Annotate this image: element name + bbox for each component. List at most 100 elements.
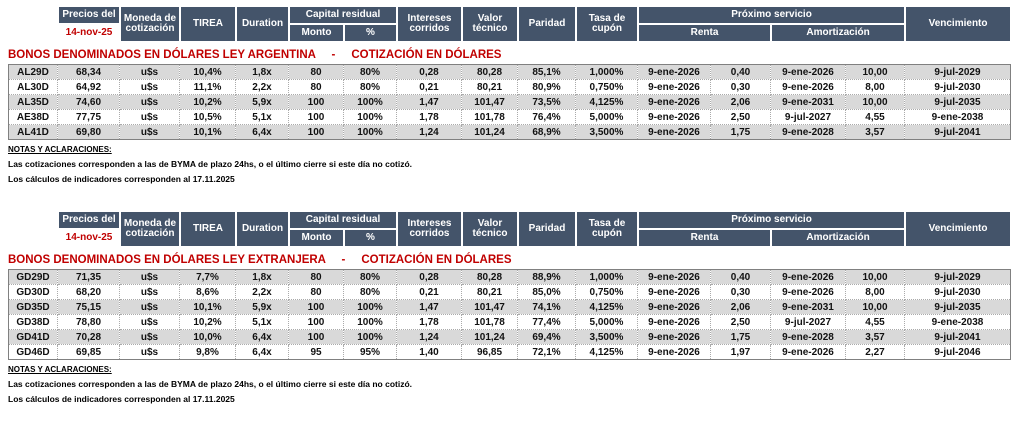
bond-ticker: GD30D — [8, 284, 58, 300]
table-cell: 9-jul-2030 — [904, 284, 1011, 300]
table-cell: 5,000% — [575, 109, 638, 125]
table-row: AL41D 69,80 u$s 10,1% 6,4x 100 100% 1,24 101,24 6… — [8, 124, 1011, 140]
table-cell: 101,78 — [461, 109, 518, 125]
table-cell: 3,500% — [575, 124, 638, 140]
section-ley-extranjera: Precios del Moneda de cotización TIREA D… — [8, 210, 1024, 404]
table-row: AL35D 74,60 u$s 10,2% 5,9x 100 100% 1,47 101,47 7… — [8, 94, 1011, 110]
table-cell: 1,000% — [575, 64, 638, 80]
table-cell: 9-ene-2026 — [770, 284, 846, 300]
table-cell: u$s — [119, 284, 180, 300]
note-line-1: Las cotizaciones corresponden a las de B… — [8, 159, 413, 169]
table-row: GD38D 78,80 u$s 10,2% 5,1x 100 100% 1,78 101,78 7… — [8, 314, 1011, 330]
col-header-tasa-cupon: Tasa de cupón — [575, 210, 639, 248]
table-row: GD41D 70,28 u$s 10,0% 6,4x 100 100% 1,24 101,24 6… — [8, 329, 1011, 345]
section-title-extranjera: BONOS DENOMINADOS EN DÓLARES LEY EXTRANJ… — [8, 254, 512, 266]
table-cell: 1,78 — [396, 314, 462, 330]
table-cell: 9-ene-2031 — [770, 94, 846, 110]
table-cell: 101,78 — [461, 314, 518, 330]
table-cell: 80% — [343, 269, 397, 285]
col-header-intereses: Intereses corridos — [396, 210, 463, 248]
table-cell: 100% — [343, 124, 397, 140]
col-header-renta: Renta — [637, 228, 772, 248]
table-cell: 5,1x — [235, 109, 289, 125]
table-cell: 76,4% — [517, 109, 576, 125]
table-cell: 80,9% — [517, 79, 576, 95]
note-line-2: Los cálculos de indicadores corresponden… — [8, 394, 235, 404]
table-cell: 8,6% — [179, 284, 236, 300]
col-header-intereses: Intereses corridos — [396, 5, 463, 43]
table-cell: 1,75 — [710, 124, 771, 140]
table-cell: 80 — [288, 64, 344, 80]
table-cell: 101,47 — [461, 94, 518, 110]
table-cell: 1,8x — [235, 269, 289, 285]
table-cell: u$s — [119, 329, 180, 345]
note-line-1: Las cotizaciones corresponden a las de B… — [8, 379, 413, 389]
table-cell: 9-ene-2026 — [637, 64, 711, 80]
table-cell: 95% — [343, 344, 397, 360]
table-cell: 3,57 — [845, 329, 905, 345]
note-line-2: Los cálculos de indicadores corresponden… — [8, 174, 235, 184]
table-cell: 80,21 — [461, 284, 518, 300]
col-header-tirea: TIREA — [179, 210, 237, 248]
table-cell: 70,28 — [57, 329, 120, 345]
table-cell: 100% — [343, 299, 397, 315]
table-cell: 95 — [288, 344, 344, 360]
table-cell: 2,2x — [235, 284, 289, 300]
table-cell: 9-ene-2038 — [904, 109, 1011, 125]
table-cell: 101,24 — [461, 329, 518, 345]
price-date-cell: 14-nov-25 — [57, 23, 121, 43]
table-cell: 9-ene-2028 — [770, 329, 846, 345]
table-cell: u$s — [119, 64, 180, 80]
col-header-paridad: Paridad — [517, 5, 577, 43]
table-cell: 9-ene-2026 — [770, 344, 846, 360]
table-cell: 6,4x — [235, 329, 289, 345]
table-cell: 10,00 — [845, 299, 905, 315]
table-cell: 4,125% — [575, 344, 638, 360]
column-header-table-argentina: Precios del Moneda de cotización TIREA D… — [57, 5, 1013, 43]
table-cell: 5,9x — [235, 299, 289, 315]
col-header-moneda: Moneda de cotización — [119, 210, 181, 248]
table-cell: 10,4% — [179, 64, 236, 80]
table-cell: 9-ene-2026 — [637, 124, 711, 140]
table-cell: 6,4x — [235, 124, 289, 140]
table-cell: 1,24 — [396, 329, 462, 345]
table-cell: 8,00 — [845, 284, 905, 300]
col-header-amortizacion: Amortización — [769, 228, 907, 248]
table-cell: 9-jul-2035 — [904, 94, 1011, 110]
table-cell: 74,60 — [57, 94, 120, 110]
table-cell: 0,28 — [396, 269, 462, 285]
table-cell: 9-ene-2038 — [904, 314, 1011, 330]
table-cell: 64,92 — [57, 79, 120, 95]
col-header-precios-del: Precios del — [57, 5, 121, 25]
col-header-vencimiento: Vencimiento — [904, 5, 1013, 43]
price-date-cell: 14-nov-25 — [57, 228, 121, 248]
table-cell: 9-ene-2026 — [770, 64, 846, 80]
table-cell: 69,80 — [57, 124, 120, 140]
table-cell: 69,85 — [57, 344, 120, 360]
col-header-amortizacion: Amortización — [769, 23, 907, 43]
table-cell: 100% — [343, 109, 397, 125]
table-cell: 9-jul-2030 — [904, 79, 1011, 95]
notes-heading: NOTAS Y ACLARACIONES: — [8, 145, 112, 154]
table-row: AL29D 68,34 u$s 10,4% 1,8x 80 80% 0,28 80,28 85,1… — [8, 64, 1011, 80]
col-header-valor-tecnico: Valor técnico — [461, 5, 519, 43]
table-cell: 100 — [288, 299, 344, 315]
col-header-duration: Duration — [235, 5, 290, 43]
table-cell: 68,9% — [517, 124, 576, 140]
table-cell: 2,06 — [710, 299, 771, 315]
table-cell: 85,0% — [517, 284, 576, 300]
table-cell: 9-jul-2035 — [904, 299, 1011, 315]
table-cell: u$s — [119, 109, 180, 125]
table-cell: 1,47 — [396, 299, 462, 315]
table-cell: 10,2% — [179, 314, 236, 330]
table-cell: 9-jul-2029 — [904, 269, 1011, 285]
table-cell: 101,47 — [461, 299, 518, 315]
section-ley-argentina: Precios del Moneda de cotización TIREA D… — [8, 5, 1024, 184]
col-header-monto: Monto — [288, 228, 345, 248]
col-header-pct: % — [343, 228, 398, 248]
bond-ticker: GD46D — [8, 344, 58, 360]
col-header-precios-del: Precios del — [57, 210, 121, 230]
col-header-tasa-cupon: Tasa de cupón — [575, 5, 639, 43]
table-cell: 2,27 — [845, 344, 905, 360]
table-cell: 100 — [288, 314, 344, 330]
